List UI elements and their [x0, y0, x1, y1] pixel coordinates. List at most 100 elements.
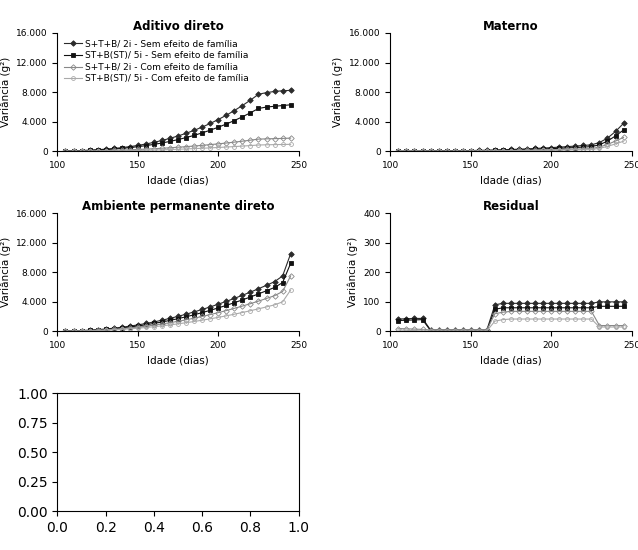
ST+B(ST)/ 5i - Com efeito de família [150, 323, 158, 330]
ST+B(ST)/ 5i - Com efeito de família [142, 147, 150, 153]
ST+B(ST)/ 5i - Sem efeito de família [411, 317, 419, 323]
S+T+B/ 2i - Com efeito de família [223, 307, 230, 314]
ST+B(ST)/ 5i - Com efeito de família [403, 148, 410, 155]
S+T+B/ 2i - Sem efeito de família [85, 147, 93, 153]
ST+B(ST)/ 5i - Com efeito de família [94, 327, 101, 334]
ST+B(ST)/ 5i - Sem efeito de família [102, 326, 110, 333]
S+T+B/ 2i - Com efeito de família [70, 148, 77, 155]
S+T+B/ 2i - Sem efeito de família [239, 102, 246, 109]
ST+B(ST)/ 5i - Sem efeito de família [434, 327, 442, 334]
S+T+B/ 2i - Com efeito de família [507, 308, 515, 315]
S+T+B/ 2i - Com efeito de família [572, 308, 579, 315]
ST+B(ST)/ 5i - Sem efeito de família [483, 147, 491, 154]
ST+B(ST)/ 5i - Com efeito de família [403, 327, 410, 334]
S+T+B/ 2i - Sem efeito de família [255, 285, 262, 292]
S+T+B/ 2i - Sem efeito de família [271, 278, 278, 285]
ST+B(ST)/ 5i - Sem efeito de família [475, 327, 483, 334]
ST+B(ST)/ 5i - Com efeito de família [182, 146, 190, 152]
S+T+B/ 2i - Sem efeito de família [523, 300, 531, 307]
S+T+B/ 2i - Sem efeito de família [102, 146, 110, 152]
S+T+B/ 2i - Com efeito de família [247, 300, 255, 307]
S+T+B/ 2i - Com efeito de família [507, 147, 515, 154]
S+T+B/ 2i - Sem efeito de família [467, 147, 475, 154]
ST+B(ST)/ 5i - Com efeito de família [126, 147, 133, 154]
S+T+B/ 2i - Com efeito de família [612, 322, 619, 329]
ST+B(ST)/ 5i - Sem efeito de família [523, 305, 531, 311]
ST+B(ST)/ 5i - Sem efeito de família [547, 305, 555, 311]
S+T+B/ 2i - Sem efeito de família [572, 143, 579, 150]
ST+B(ST)/ 5i - Sem efeito de família [78, 147, 85, 154]
ST+B(ST)/ 5i - Com efeito de família [230, 144, 238, 150]
S+T+B/ 2i - Com efeito de família [255, 298, 262, 304]
S+T+B/ 2i - Sem efeito de família [78, 147, 85, 154]
ST+B(ST)/ 5i - Com efeito de família [287, 287, 295, 293]
Line: ST+B(ST)/ 5i - Sem efeito de família: ST+B(ST)/ 5i - Sem efeito de família [64, 261, 293, 333]
S+T+B/ 2i - Sem efeito de família [531, 300, 539, 307]
ST+B(ST)/ 5i - Com efeito de família [523, 316, 531, 322]
ST+B(ST)/ 5i - Sem efeito de família [150, 141, 158, 148]
S+T+B/ 2i - Sem efeito de família [556, 300, 563, 307]
S+T+B/ 2i - Com efeito de família [198, 313, 206, 320]
ST+B(ST)/ 5i - Sem efeito de família [70, 328, 77, 334]
ST+B(ST)/ 5i - Sem efeito de família [619, 126, 627, 133]
Line: ST+B(ST)/ 5i - Sem efeito de família: ST+B(ST)/ 5i - Sem efeito de família [396, 128, 625, 153]
ST+B(ST)/ 5i - Com efeito de família [443, 328, 450, 334]
S+T+B/ 2i - Com efeito de família [110, 147, 117, 153]
S+T+B/ 2i - Sem efeito de família [166, 135, 174, 142]
S+T+B/ 2i - Sem efeito de família [459, 327, 466, 333]
ST+B(ST)/ 5i - Com efeito de família [394, 327, 402, 333]
ST+B(ST)/ 5i - Sem efeito de família [247, 294, 255, 300]
S+T+B/ 2i - Sem efeito de família [134, 142, 142, 148]
S+T+B/ 2i - Com efeito de família [166, 145, 174, 151]
ST+B(ST)/ 5i - Com efeito de família [547, 316, 555, 322]
S+T+B/ 2i - Com efeito de família [190, 143, 198, 150]
ST+B(ST)/ 5i - Sem efeito de família [158, 318, 166, 325]
S+T+B/ 2i - Sem efeito de família [190, 127, 198, 134]
S+T+B/ 2i - Com efeito de família [110, 326, 117, 333]
S+T+B/ 2i - Com efeito de família [443, 148, 450, 155]
ST+B(ST)/ 5i - Com efeito de família [507, 316, 515, 322]
S+T+B/ 2i - Com efeito de família [588, 145, 595, 152]
S+T+B/ 2i - Sem efeito de família [223, 112, 230, 119]
ST+B(ST)/ 5i - Com efeito de família [419, 328, 426, 334]
S+T+B/ 2i - Com efeito de família [612, 138, 619, 145]
S+T+B/ 2i - Sem efeito de família [547, 144, 555, 151]
S+T+B/ 2i - Sem efeito de família [142, 320, 150, 327]
ST+B(ST)/ 5i - Sem efeito de família [547, 145, 555, 152]
ST+B(ST)/ 5i - Sem efeito de família [118, 324, 126, 331]
S+T+B/ 2i - Sem efeito de família [459, 147, 466, 154]
ST+B(ST)/ 5i - Sem efeito de família [271, 103, 278, 109]
S+T+B/ 2i - Sem efeito de família [230, 107, 238, 114]
ST+B(ST)/ 5i - Sem efeito de família [507, 147, 515, 153]
ST+B(ST)/ 5i - Sem efeito de família [499, 147, 507, 153]
ST+B(ST)/ 5i - Com efeito de família [239, 143, 246, 150]
Line: S+T+B/ 2i - Sem efeito de família: S+T+B/ 2i - Sem efeito de família [396, 300, 625, 332]
ST+B(ST)/ 5i - Sem efeito de família [427, 327, 434, 334]
ST+B(ST)/ 5i - Com efeito de família [531, 147, 539, 154]
S+T+B/ 2i - Sem efeito de família [612, 128, 619, 135]
ST+B(ST)/ 5i - Sem efeito de família [198, 309, 206, 316]
S+T+B/ 2i - Com efeito de família [443, 327, 450, 333]
ST+B(ST)/ 5i - Sem efeito de família [182, 134, 190, 141]
S+T+B/ 2i - Com efeito de família [94, 327, 101, 333]
S+T+B/ 2i - Sem efeito de família [427, 148, 434, 155]
S+T+B/ 2i - Com efeito de família [531, 147, 539, 153]
ST+B(ST)/ 5i - Sem efeito de família [434, 148, 442, 155]
S+T+B/ 2i - Com efeito de família [214, 309, 222, 316]
S+T+B/ 2i - Sem efeito de família [411, 315, 419, 322]
S+T+B/ 2i - Com efeito de família [142, 146, 150, 152]
ST+B(ST)/ 5i - Com efeito de família [190, 318, 198, 325]
S+T+B/ 2i - Sem efeito de família [239, 292, 246, 299]
ST+B(ST)/ 5i - Com efeito de família [619, 324, 627, 331]
S+T+B/ 2i - Sem efeito de família [142, 141, 150, 147]
S+T+B/ 2i - Sem efeito de família [619, 120, 627, 127]
ST+B(ST)/ 5i - Com efeito de família [158, 146, 166, 153]
ST+B(ST)/ 5i - Sem efeito de família [198, 130, 206, 136]
ST+B(ST)/ 5i - Sem efeito de família [263, 104, 271, 111]
ST+B(ST)/ 5i - Sem efeito de família [475, 147, 483, 154]
S+T+B/ 2i - Com efeito de família [118, 326, 126, 332]
S+T+B/ 2i - Com efeito de família [459, 148, 466, 155]
S+T+B/ 2i - Sem efeito de família [158, 137, 166, 144]
S+T+B/ 2i - Sem efeito de família [588, 300, 595, 307]
S+T+B/ 2i - Sem efeito de família [182, 130, 190, 136]
